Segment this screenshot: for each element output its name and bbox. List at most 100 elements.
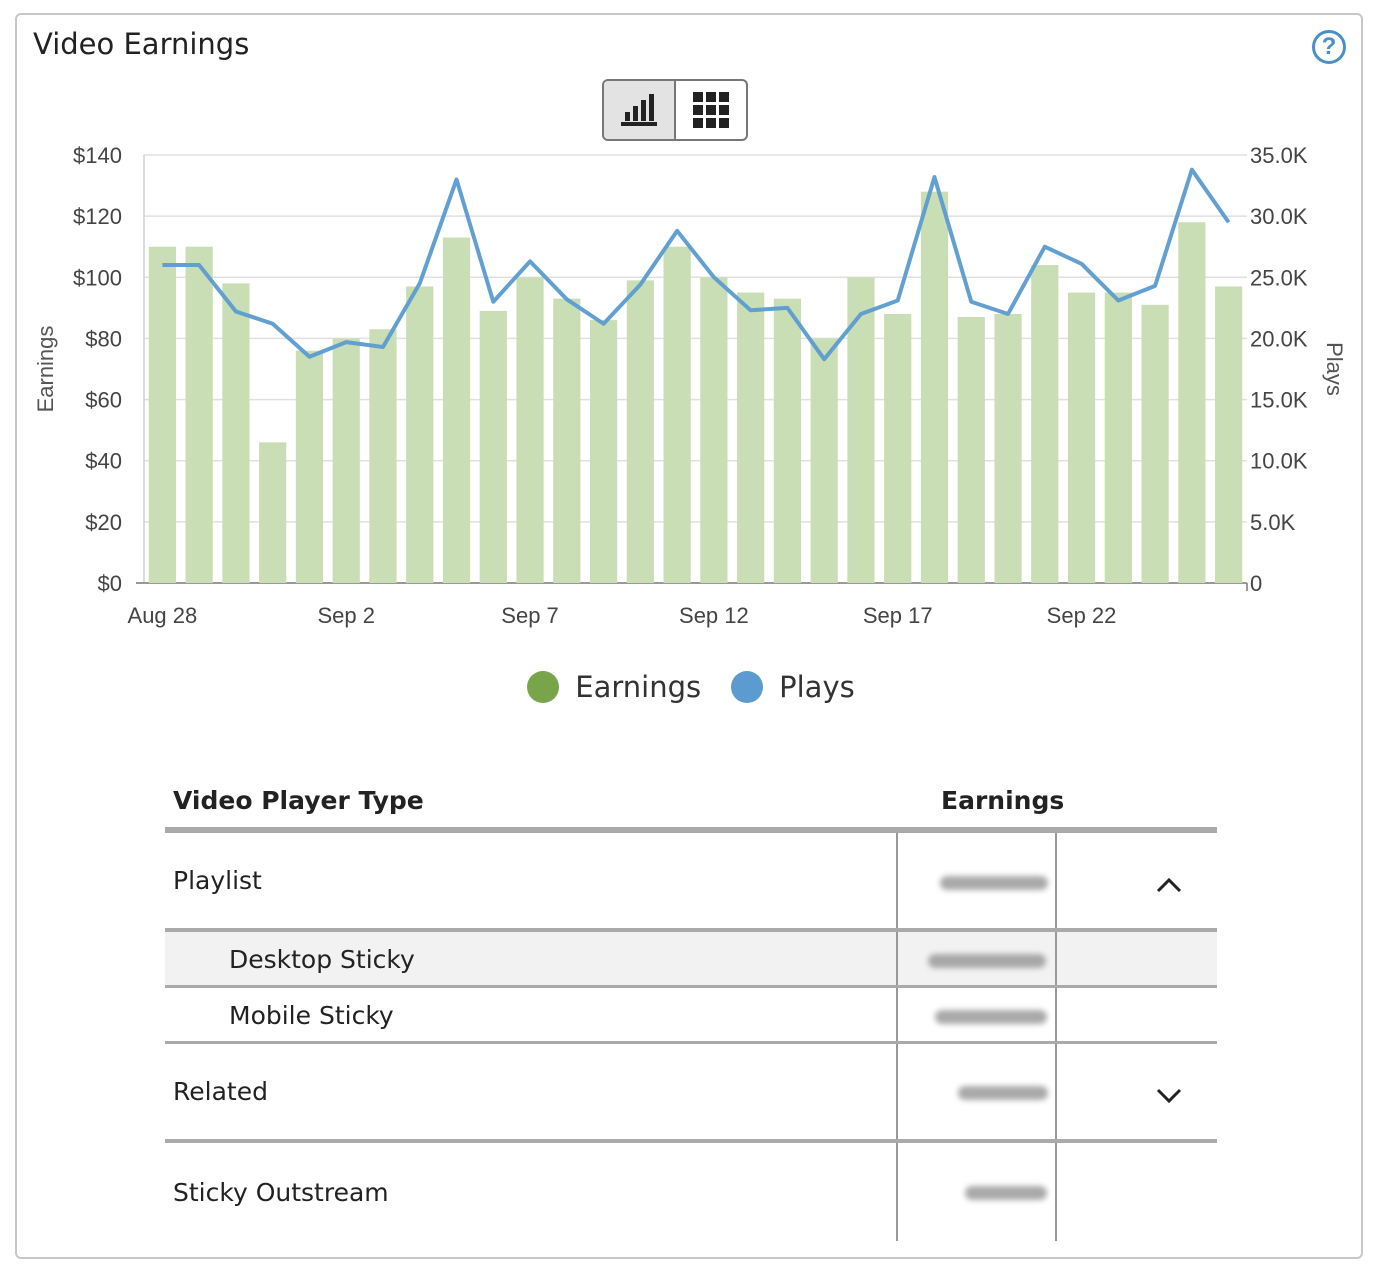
earnings-bar xyxy=(1031,265,1059,583)
player-type-table: Video Player Type Earnings Playlist Desk… xyxy=(165,780,1217,1241)
earnings-bar xyxy=(185,246,213,583)
grid-icon xyxy=(693,92,729,128)
view-toggle xyxy=(602,79,748,141)
earnings-bar xyxy=(369,329,397,583)
plays-legend-dot xyxy=(731,671,764,703)
earnings-bar xyxy=(1067,292,1096,583)
video-earnings-panel: Video Earnings ? $0 $20 $40 $60 $80 $100 $120 $… xyxy=(15,13,1363,1259)
y2-axis-title: Plays xyxy=(1322,342,1347,396)
earnings-bar xyxy=(442,237,471,584)
column-divider xyxy=(896,833,898,928)
redacted-value xyxy=(965,1186,1047,1200)
column-divider xyxy=(1055,833,1057,928)
bar-chart-icon xyxy=(621,94,657,126)
header-earnings: Earnings xyxy=(941,786,1065,815)
redacted-value xyxy=(958,1086,1048,1100)
column-divider xyxy=(1055,1143,1057,1241)
y-axis-title: Earnings xyxy=(33,326,58,413)
earnings-bar xyxy=(994,313,1022,583)
earnings-bar xyxy=(479,310,507,583)
x-tick-label: Sep 7 xyxy=(501,603,559,628)
y2-tick-label: 20.0K xyxy=(1250,326,1308,351)
column-divider xyxy=(1055,932,1057,985)
legend-label-plays: Plays xyxy=(779,670,855,704)
chevron-down-icon[interactable] xyxy=(1155,1082,1183,1110)
earnings-bar xyxy=(663,246,691,583)
table-row-playlist[interactable]: Playlist xyxy=(165,833,1217,932)
earnings-bar xyxy=(332,338,360,583)
legend-item-earnings[interactable]: Earnings xyxy=(527,670,701,704)
header-video-player-type: Video Player Type xyxy=(173,786,424,815)
column-divider xyxy=(896,932,898,985)
table-view-button[interactable] xyxy=(676,81,746,139)
earnings-bar xyxy=(920,191,949,583)
row-label: Desktop Sticky xyxy=(229,945,415,974)
y-tick-label: $120 xyxy=(73,204,122,229)
legend-item-plays[interactable]: Plays xyxy=(731,670,855,704)
y2-tick-label: 35.0K xyxy=(1250,143,1308,168)
earnings-bar xyxy=(406,286,434,583)
column-divider xyxy=(1055,988,1057,1041)
redacted-value xyxy=(940,876,1048,890)
earnings-bar xyxy=(295,350,324,583)
y-tick-label: $0 xyxy=(98,571,122,596)
y-tick-label: $140 xyxy=(73,143,122,168)
earnings-bar xyxy=(700,277,728,583)
column-divider xyxy=(896,1044,898,1139)
earnings-plays-chart: $0 $20 $40 $60 $80 $100 $120 $140 0 5.0K 10.0K 15.0… xyxy=(33,143,1347,628)
earnings-bar xyxy=(884,313,912,583)
earnings-legend-dot xyxy=(527,671,560,703)
y2-tick-label: 25.0K xyxy=(1250,265,1308,290)
column-divider xyxy=(896,1143,898,1241)
x-tick-label: Sep 2 xyxy=(317,603,375,628)
question-circle-icon[interactable]: ? xyxy=(1312,30,1346,64)
x-tick-label: Sep 22 xyxy=(1047,603,1117,628)
chart-legend: Earnings Plays xyxy=(17,670,1365,704)
panel-title: Video Earnings xyxy=(33,27,250,61)
table-row-sticky-outstream: Sticky Outstream xyxy=(165,1143,1217,1241)
redacted-value xyxy=(935,1010,1047,1024)
earnings-bar xyxy=(1141,304,1169,583)
earnings-bar xyxy=(1178,222,1206,583)
earnings-bar xyxy=(259,442,287,583)
earnings-bar xyxy=(1104,292,1132,583)
y2-tick-label: 10.0K xyxy=(1250,449,1308,474)
column-divider xyxy=(896,988,898,1041)
y-tick-label: $40 xyxy=(85,449,122,474)
x-tick-label: Sep 17 xyxy=(863,603,933,628)
x-tick-label: Aug 28 xyxy=(128,603,198,628)
redacted-value xyxy=(928,954,1046,968)
earnings-bar xyxy=(626,280,654,583)
chart-view-button[interactable] xyxy=(604,81,676,139)
y-tick-label: $100 xyxy=(73,265,122,290)
earnings-bar xyxy=(589,320,618,583)
table-row-related[interactable]: Related xyxy=(165,1044,1217,1143)
earnings-bar xyxy=(516,277,544,583)
table-row-desktop-sticky: Desktop Sticky xyxy=(165,932,1217,988)
earnings-bar xyxy=(737,292,765,583)
table-row-mobile-sticky: Mobile Sticky xyxy=(165,988,1217,1044)
earnings-bar xyxy=(773,298,802,583)
earnings-bar xyxy=(957,317,985,583)
legend-label-earnings: Earnings xyxy=(575,670,702,704)
column-divider xyxy=(1055,1044,1057,1139)
earnings-bar xyxy=(148,246,176,583)
y2-tick-label: 15.0K xyxy=(1250,388,1308,413)
row-label: Mobile Sticky xyxy=(229,1001,394,1030)
earnings-bar xyxy=(1215,286,1243,583)
earnings-bar xyxy=(553,298,581,583)
row-label: Related xyxy=(173,1077,268,1106)
earnings-bar xyxy=(222,283,250,583)
x-tick-label: Sep 12 xyxy=(679,603,749,628)
plays-line xyxy=(162,167,1231,362)
y-tick-label: $80 xyxy=(85,326,122,351)
earnings-bar xyxy=(810,338,838,583)
row-label: Playlist xyxy=(173,866,262,895)
y-tick-label: $60 xyxy=(85,388,122,413)
y2-tick-label: 0 xyxy=(1250,571,1262,596)
chevron-up-icon[interactable] xyxy=(1155,871,1183,899)
y2-tick-label: 30.0K xyxy=(1250,204,1308,229)
row-label: Sticky Outstream xyxy=(173,1178,389,1207)
y-tick-label: $20 xyxy=(85,510,122,535)
table-header: Video Player Type Earnings xyxy=(165,780,1217,833)
